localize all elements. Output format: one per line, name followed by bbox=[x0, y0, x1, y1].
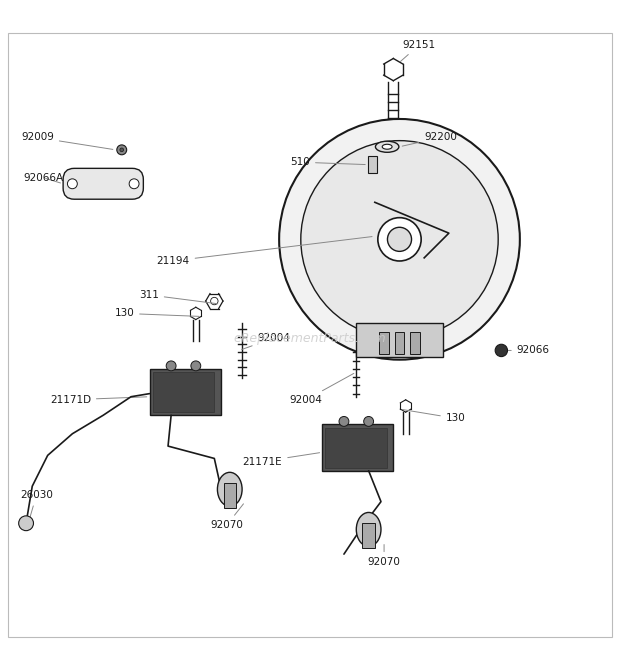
FancyBboxPatch shape bbox=[63, 168, 143, 199]
Bar bbox=[322, 425, 393, 471]
Bar bbox=[224, 483, 236, 508]
Text: 92200: 92200 bbox=[402, 133, 457, 146]
Circle shape bbox=[366, 334, 374, 342]
Circle shape bbox=[378, 218, 421, 261]
Circle shape bbox=[388, 227, 412, 251]
Bar bbox=[410, 332, 420, 354]
Text: eReplacementParts.com: eReplacementParts.com bbox=[234, 332, 386, 344]
Text: 26030: 26030 bbox=[20, 490, 53, 528]
Bar bbox=[368, 156, 377, 174]
Circle shape bbox=[129, 179, 139, 189]
Circle shape bbox=[279, 119, 520, 360]
Circle shape bbox=[68, 179, 78, 189]
Text: 510: 510 bbox=[290, 157, 365, 168]
Text: 21194: 21194 bbox=[156, 237, 372, 266]
Bar bbox=[379, 332, 389, 354]
Text: 92066: 92066 bbox=[507, 346, 550, 355]
Circle shape bbox=[19, 516, 33, 531]
Ellipse shape bbox=[376, 141, 399, 152]
Circle shape bbox=[495, 344, 508, 356]
Text: 92004: 92004 bbox=[242, 333, 290, 350]
Bar bbox=[326, 427, 387, 468]
Text: 92070: 92070 bbox=[210, 504, 244, 530]
Bar bbox=[149, 369, 221, 415]
Circle shape bbox=[120, 148, 123, 151]
Text: 92004: 92004 bbox=[290, 373, 354, 405]
Circle shape bbox=[364, 417, 374, 426]
Text: 130: 130 bbox=[402, 409, 466, 423]
Text: 311: 311 bbox=[139, 290, 218, 304]
Text: 92070: 92070 bbox=[368, 545, 401, 567]
Circle shape bbox=[191, 361, 201, 371]
Text: 92151: 92151 bbox=[401, 40, 436, 62]
Circle shape bbox=[339, 417, 349, 426]
Bar bbox=[153, 372, 215, 412]
Text: 130: 130 bbox=[114, 308, 199, 318]
Text: 311: 311 bbox=[382, 333, 425, 343]
Bar bbox=[356, 323, 443, 356]
Circle shape bbox=[211, 297, 218, 305]
Ellipse shape bbox=[218, 472, 242, 507]
Text: 21171E: 21171E bbox=[242, 453, 319, 466]
Ellipse shape bbox=[356, 513, 381, 547]
Circle shape bbox=[117, 145, 126, 155]
Text: 92009: 92009 bbox=[21, 133, 113, 149]
Text: 21171D: 21171D bbox=[50, 395, 147, 405]
Bar bbox=[394, 332, 404, 354]
Bar bbox=[363, 523, 375, 548]
Text: 92066A: 92066A bbox=[23, 173, 63, 183]
Circle shape bbox=[301, 141, 498, 338]
Ellipse shape bbox=[382, 144, 392, 149]
Circle shape bbox=[166, 361, 176, 371]
